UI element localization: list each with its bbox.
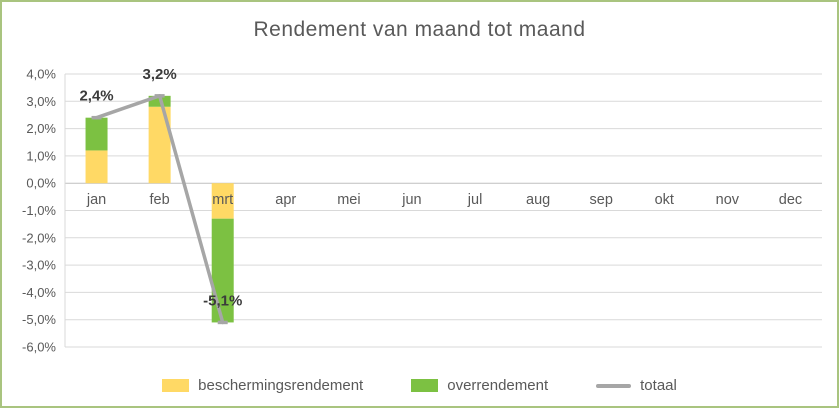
y-tick-label: -1,0% [22, 203, 56, 218]
y-tick-label: 3,0% [26, 94, 56, 109]
bar-segment-beschermingsrendement [211, 183, 234, 219]
bar-segment-beschermingsrendement [85, 150, 108, 184]
legend-item-totaal: totaal [596, 377, 677, 394]
legend-label: beschermingsrendement [198, 377, 364, 394]
y-tick-label: -4,0% [22, 285, 56, 300]
y-tick-label: 4,0% [26, 67, 56, 82]
chart-legend: beschermingsrendement overrendement tota… [2, 377, 837, 394]
x-category-label: aug [526, 192, 550, 208]
data-label: 2,4% [79, 88, 113, 105]
overrendement-swatch-icon [411, 379, 439, 392]
y-tick-label: 1,0% [26, 148, 56, 163]
beschermingsrendement-swatch-icon [162, 379, 190, 392]
totaal-marker-icon [91, 115, 102, 120]
y-tick-label: -6,0% [22, 340, 56, 355]
y-tick-label: -5,0% [22, 312, 56, 327]
y-tick-label: -2,0% [22, 230, 56, 245]
data-label: 3,2% [143, 66, 177, 83]
x-category-label: sep [590, 192, 613, 208]
y-tick-label: 2,0% [26, 121, 56, 136]
x-category-label: jul [467, 192, 483, 208]
totaal-marker-icon [154, 94, 165, 98]
legend-item-beschermingsrendement: beschermingsrendement [162, 377, 363, 394]
x-category-label: dec [779, 192, 802, 208]
x-category-label: jun [401, 192, 421, 208]
legend-label: totaal [640, 377, 677, 394]
bar-segment-beschermingsrendement [148, 106, 171, 184]
x-category-label: mei [337, 192, 360, 208]
totaal-line-swatch-icon [596, 383, 632, 388]
x-category-label: nov [716, 192, 740, 208]
x-category-label: apr [275, 192, 296, 208]
bar-segment-overrendement [85, 117, 108, 151]
totaal-marker-icon [217, 320, 228, 325]
legend-item-overrendement: overrendement [411, 377, 548, 394]
chart-title: Rendement van maand tot maand [253, 18, 586, 41]
x-category-label: jan [86, 192, 106, 208]
x-category-label: mrt [212, 192, 233, 208]
legend-label: overrendement [447, 377, 549, 394]
x-category-label: feb [150, 192, 170, 208]
data-label: -5,1% [203, 292, 242, 309]
x-category-label: okt [655, 192, 674, 208]
y-tick-label: 0,0% [26, 176, 56, 191]
y-tick-label: -3,0% [22, 258, 56, 273]
